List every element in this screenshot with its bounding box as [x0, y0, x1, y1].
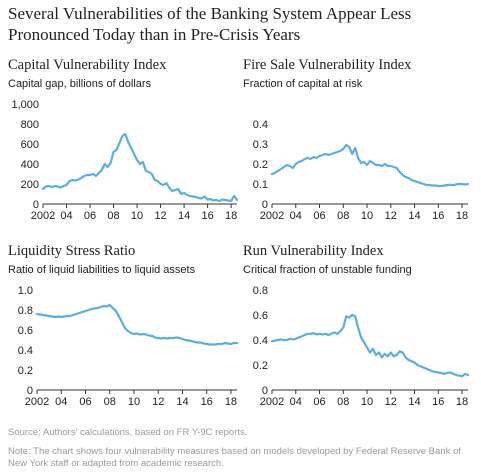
x-tick-label: 18	[225, 210, 237, 222]
x-tick-label: 08	[337, 396, 349, 408]
x-tick-label: 04	[290, 396, 302, 408]
y-tick-label: 0.2	[18, 365, 33, 377]
x-tick-label: 2002	[260, 396, 284, 408]
run-vulnerability-chart: 2002 04 06 08 10 12 14 16 18 0 0.2 0.4 0.6 0.8	[253, 285, 470, 408]
x-tick-label: 2002	[260, 210, 284, 222]
x-tick-label: 06	[313, 396, 325, 408]
y-tick-label: 0.4	[18, 345, 33, 357]
x-tick-label: 10	[128, 396, 140, 408]
y-tick-label: 0.1	[253, 179, 268, 191]
x-tick-label: 18	[225, 396, 237, 408]
main-title-line-2: Pronounced Today than in Pre-Crisis Year…	[8, 25, 301, 44]
panel-y-label: Ratio of liquid liabilities to liquid as…	[8, 264, 196, 276]
x-tick-label: 12	[152, 396, 164, 408]
x-tick-label: 12	[385, 210, 397, 222]
y-tick-label: 0.8	[18, 305, 33, 317]
y-tick-label: 0.6	[18, 325, 33, 337]
main-title-line-1: Several Vulnerabilities of the Banking S…	[8, 4, 412, 23]
x-tick-label: 08	[107, 210, 119, 222]
y-tick-label: 0.6	[253, 310, 268, 322]
x-tick-label: 06	[79, 396, 91, 408]
x-tick-label: 08	[104, 396, 116, 408]
series-line	[35, 303, 239, 346]
x-tick-label: 2002	[31, 210, 55, 222]
series-line	[270, 313, 470, 378]
panel-y-label: Fraction of capital at risk	[243, 78, 363, 90]
series-line	[270, 143, 470, 188]
x-tick-label: 06	[84, 210, 96, 222]
capital-vulnerability-chart: 2002 04 06 08 10 12 14 16 18 0 200 400 600 800 1,000	[11, 99, 239, 222]
liquidity-stress-chart: 2002 04 06 08 10 12 14 16 18 0 0.2 0.4 0.6 0.8 1.0	[18, 285, 239, 408]
panel-title: Capital Vulnerability Index	[8, 57, 167, 73]
panel-title: Liquidity Stress Ratio	[8, 243, 136, 259]
capital-vulnerability-panel: Capital Vulnerability Index Capital gap,…	[8, 57, 244, 247]
run-vulnerability-panel: Run Vulnerability Index Critical fractio…	[243, 243, 479, 433]
y-tick-label: 200	[21, 179, 39, 191]
x-tick-label: 14	[408, 210, 420, 222]
x-tick-label: 10	[361, 210, 373, 222]
chart-note: Note: The chart shows four vulnerability…	[8, 446, 461, 469]
fire-sale-vulnerability-panel: Fire Sale Vulnerability Index Fraction o…	[243, 57, 479, 247]
liquidity-stress-panel: Liquidity Stress Ratio Ratio of liquid l…	[8, 243, 244, 433]
y-tick-label: 1.0	[18, 285, 33, 297]
y-tick-label: 0.2	[253, 360, 268, 372]
y-tick-label: 0.3	[253, 139, 268, 151]
panel-y-label: Capital gap, billions of dollars	[8, 78, 152, 90]
y-tick-label: 0	[262, 385, 268, 397]
panel-title: Run Vulnerability Index	[243, 243, 384, 259]
y-tick-label: 0.8	[253, 285, 268, 297]
x-tick-label: 12	[154, 210, 166, 222]
fire-sale-vulnerability-chart: 2002 04 06 08 10 12 14 16 18 0 0.1 0.2 0.3 0.4	[253, 119, 470, 222]
y-tick-label: 0	[33, 199, 39, 211]
y-tick-label: 0.4	[253, 335, 268, 347]
y-tick-label: 800	[21, 119, 39, 131]
x-tick-label: 06	[313, 210, 325, 222]
source-note: Source: Authors’ calculations, based on …	[8, 427, 248, 438]
x-tick-label: 16	[432, 210, 444, 222]
x-tick-label: 16	[201, 210, 213, 222]
main-title: Several Vulnerabilities of the Banking S…	[8, 3, 478, 45]
y-tick-label: 400	[21, 159, 39, 171]
x-tick-label: 04	[55, 396, 67, 408]
x-tick-label: 04	[290, 210, 302, 222]
panel-y-label: Critical fraction of unstable funding	[243, 264, 412, 276]
y-tick-label: 1,000	[11, 99, 39, 111]
x-tick-label: 16	[432, 396, 444, 408]
y-tick-label: 0.4	[253, 119, 268, 131]
x-tick-label: 12	[385, 396, 397, 408]
y-tick-label: 0	[27, 385, 33, 397]
x-tick-label: 16	[201, 396, 213, 408]
x-tick-label: 14	[178, 210, 190, 222]
x-tick-label: 18	[456, 210, 468, 222]
x-tick-label: 10	[361, 396, 373, 408]
y-tick-label: 600	[21, 139, 39, 151]
x-tick-label: 2002	[25, 396, 49, 408]
series-line	[41, 132, 239, 203]
x-tick-label: 14	[408, 396, 420, 408]
x-tick-label: 04	[60, 210, 72, 222]
x-tick-label: 08	[337, 210, 349, 222]
x-tick-label: 18	[456, 396, 468, 408]
x-tick-label: 14	[176, 396, 188, 408]
x-tick-label: 10	[131, 210, 143, 222]
y-tick-label: 0	[262, 199, 268, 211]
y-tick-label: 0.2	[253, 159, 268, 171]
panel-title: Fire Sale Vulnerability Index	[243, 57, 412, 73]
